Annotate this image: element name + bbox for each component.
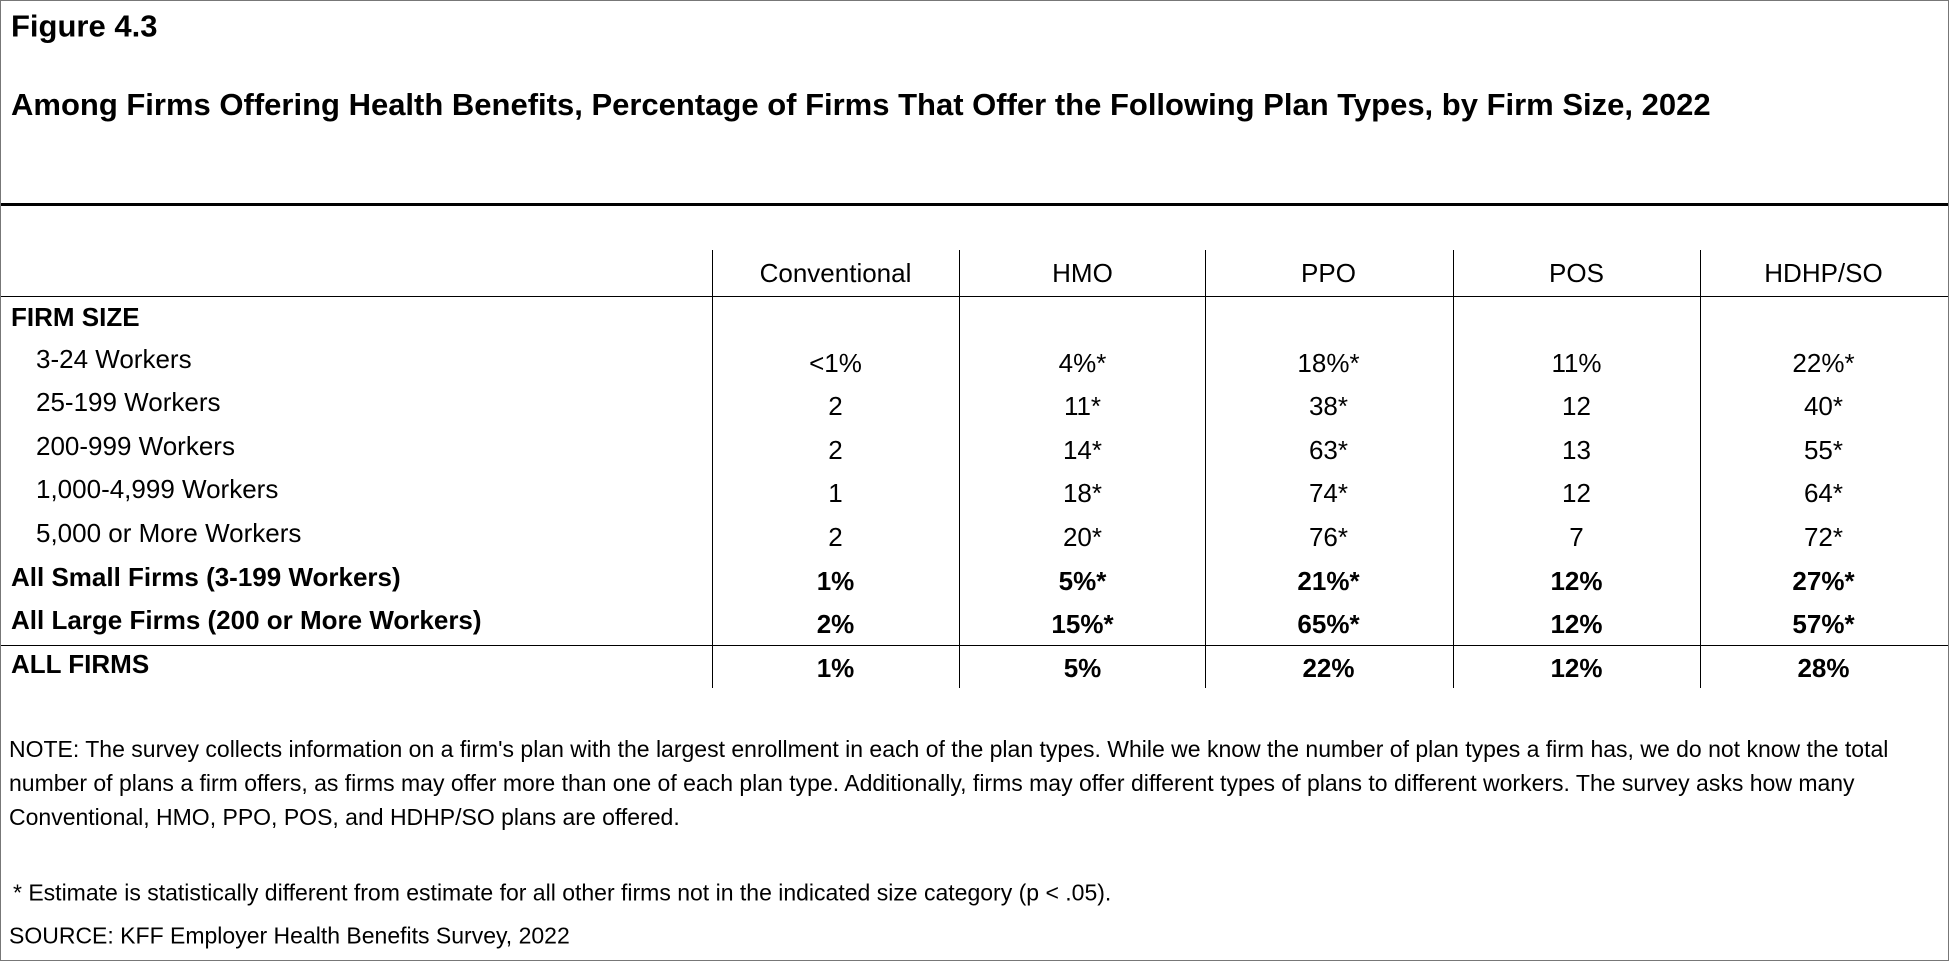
- table-cell: 27%*: [1792, 565, 1855, 596]
- footnote: * Estimate is statistically different fr…: [13, 879, 1112, 906]
- table-cell: 21%*: [1297, 565, 1360, 596]
- total-rule: [1, 645, 1948, 646]
- table-cell: 12%: [1550, 609, 1603, 640]
- title-rule: [1, 203, 1948, 206]
- header-rule: [1, 296, 1948, 297]
- table-cell: 12: [1562, 391, 1591, 422]
- table-cell: 65%*: [1297, 609, 1360, 640]
- column-header: Conventional: [759, 258, 912, 288]
- table-cell: 76*: [1308, 522, 1349, 552]
- column-header: POS: [1549, 258, 1604, 288]
- figure-title: Among Firms Offering Health Benefits, Pe…: [11, 87, 1711, 122]
- table-cell: 11%: [1551, 347, 1602, 378]
- table-cell: 64*: [1803, 478, 1844, 509]
- table-cell: 22%*: [1792, 347, 1855, 378]
- section-header: FIRM SIZE: [11, 302, 140, 332]
- row-label: 1,000-4,999 Workers: [36, 474, 279, 505]
- table-cell: 7: [1569, 522, 1584, 552]
- table-cell: 63*: [1308, 434, 1349, 465]
- row-label: ALL FIRMS: [11, 648, 150, 679]
- table-cell: 14*: [1062, 434, 1103, 465]
- table-cell: 1: [828, 478, 843, 509]
- table-cell: 38*: [1308, 391, 1349, 422]
- note: NOTE: The survey collects information on…: [9, 736, 1889, 830]
- table-cell: 11*: [1063, 391, 1102, 422]
- table-cell: 57%*: [1792, 609, 1855, 640]
- row-label: 200-999 Workers: [36, 430, 235, 461]
- row-label: 3-24 Workers: [36, 343, 192, 374]
- table-cell: 28%: [1797, 652, 1850, 683]
- table-cell: 12%: [1550, 565, 1603, 596]
- column-divider: [1700, 250, 1701, 688]
- table-cell: 1%: [816, 565, 855, 596]
- column-divider: [1453, 250, 1454, 688]
- table-cell: 72*: [1803, 522, 1844, 552]
- column-header: HMO: [1052, 258, 1113, 288]
- table-cell: 13: [1562, 434, 1591, 465]
- row-label: All Small Firms (3-199 Workers): [11, 561, 401, 592]
- table-cell: 2: [828, 522, 843, 552]
- table-cell: 1%: [816, 652, 855, 683]
- source: SOURCE: KFF Employer Health Benefits Sur…: [9, 922, 570, 949]
- column-header: HDHP/SO: [1764, 258, 1883, 288]
- table-cell: 20*: [1062, 522, 1103, 552]
- table-cell: 5%*: [1058, 565, 1107, 596]
- column-divider: [712, 250, 713, 688]
- column-header: PPO: [1301, 258, 1356, 288]
- table-cell: 74*: [1308, 478, 1349, 509]
- table-cell: 15%*: [1051, 609, 1114, 640]
- table-cell: 18%*: [1297, 347, 1360, 378]
- table-cell: 12: [1562, 478, 1591, 509]
- table-cell: 2: [828, 391, 843, 422]
- table-cell: 2: [828, 434, 843, 465]
- table-cell: 12%: [1550, 652, 1603, 683]
- figure-label: Figure 4.3: [11, 8, 158, 44]
- row-label: All Large Firms (200 or More Workers): [11, 605, 482, 636]
- column-divider: [959, 250, 960, 688]
- table-cell: 55*: [1803, 434, 1844, 465]
- row-label: 5,000 or More Workers: [36, 518, 302, 548]
- row-label: 25-199 Workers: [36, 387, 221, 418]
- table-cell: 2%: [816, 609, 855, 640]
- table-cell: 22%: [1302, 652, 1355, 683]
- table-cell: 18*: [1062, 478, 1103, 509]
- table-cell: 5%: [1063, 652, 1102, 683]
- table-cell: <1%: [809, 347, 862, 378]
- table-cell: 40*: [1803, 391, 1844, 422]
- column-divider: [1205, 250, 1206, 688]
- table-cell: 4%*: [1058, 347, 1107, 378]
